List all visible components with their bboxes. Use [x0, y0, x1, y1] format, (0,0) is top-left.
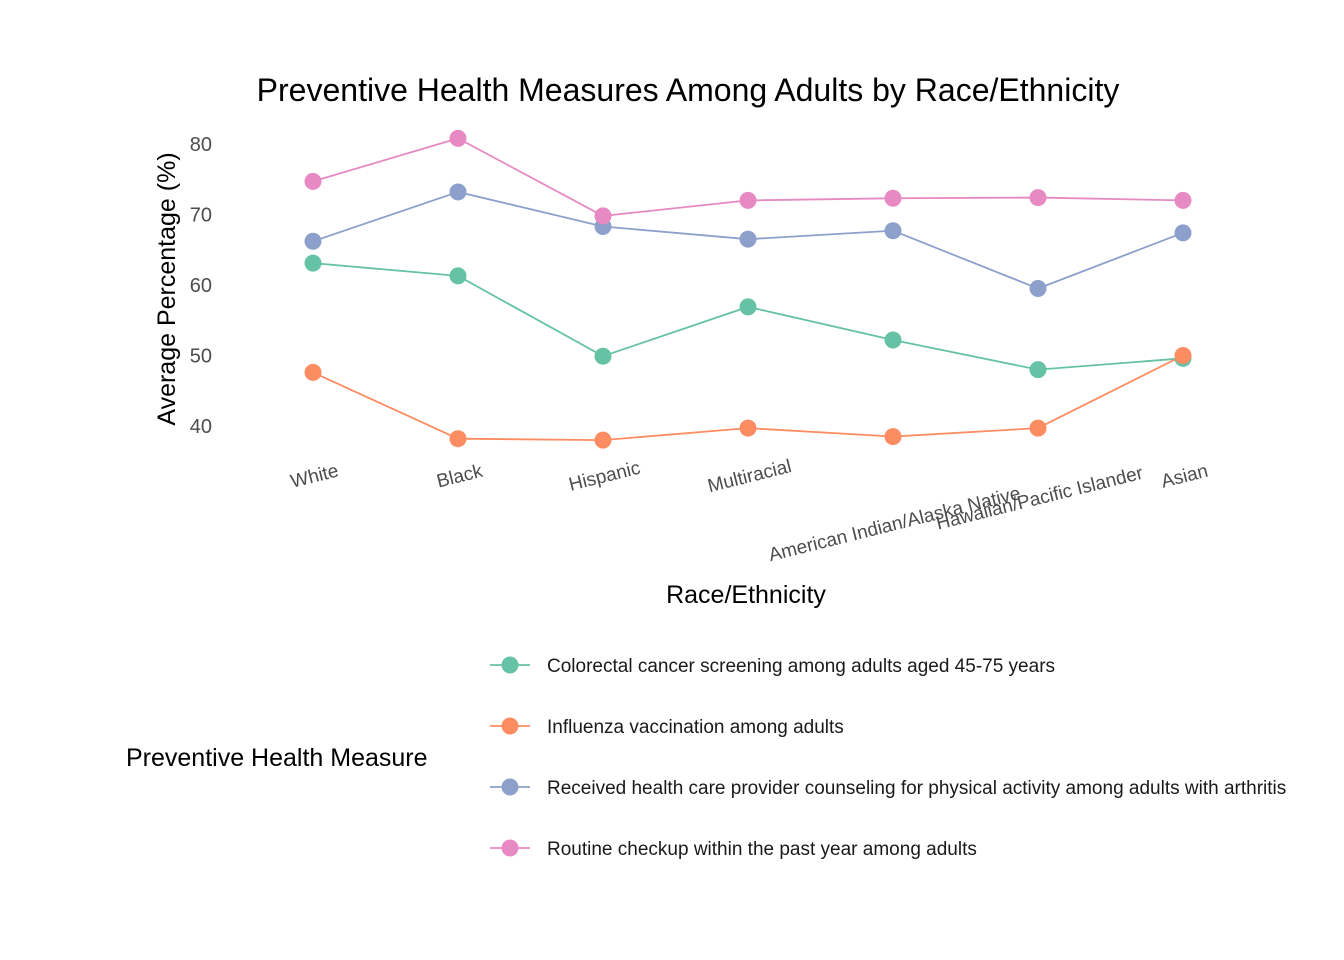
- data-point: [884, 222, 902, 240]
- y-tick-label: 60: [190, 275, 212, 297]
- y-tick-label: 70: [190, 205, 212, 227]
- data-point: [594, 431, 612, 449]
- legend-label: Influenza vaccination among adults: [547, 717, 844, 738]
- data-point: [884, 189, 902, 207]
- legend-item: Influenza vaccination among adults: [490, 717, 844, 738]
- data-point: [304, 232, 322, 250]
- data-point: [304, 254, 322, 272]
- x-tick-label: White: [289, 461, 341, 493]
- x-tick-label: Asian: [1159, 461, 1210, 493]
- series-line: [312, 262, 1184, 371]
- series-lines: [312, 137, 1184, 442]
- legend-key-point: [501, 717, 519, 735]
- y-axis-title: Average Percentage (%): [153, 152, 181, 425]
- data-point: [594, 207, 612, 225]
- y-tick-label: 80: [190, 134, 212, 156]
- x-axis-title: Race/Ethnicity: [666, 581, 826, 609]
- data-point: [884, 331, 902, 349]
- y-axis-ticks: 40 50 60 70 80: [190, 134, 212, 438]
- data-point: [1174, 191, 1192, 209]
- data-point: [1029, 361, 1047, 379]
- x-tick-label: Hispanic: [567, 458, 643, 496]
- data-point: [449, 129, 467, 147]
- x-tick-label: Multiracial: [706, 456, 794, 497]
- legend-key-point: [501, 778, 519, 796]
- data-point: [1174, 224, 1192, 242]
- data-point: [449, 267, 467, 285]
- legend-item: Received health care provider counseling…: [490, 778, 1286, 799]
- legend-label: Received health care provider counseling…: [547, 778, 1286, 799]
- data-point: [1029, 189, 1047, 207]
- data-point: [884, 428, 902, 446]
- data-point: [304, 172, 322, 190]
- legend-label: Routine checkup within the past year amo…: [547, 839, 977, 860]
- x-tick-label: Black: [435, 461, 486, 493]
- data-point: [1029, 419, 1047, 437]
- data-point: [739, 298, 757, 316]
- data-point: [449, 183, 467, 201]
- data-point: [594, 347, 612, 365]
- x-tick-label: American Indian/Alaska Native: [767, 483, 1023, 566]
- legend-label: Colorectal cancer screening among adults…: [547, 656, 1055, 677]
- data-point: [1029, 280, 1047, 298]
- y-tick-label: 50: [190, 346, 212, 368]
- data-point: [1174, 347, 1192, 364]
- legend-key-point: [501, 839, 519, 857]
- legend: Colorectal cancer screening among adults…: [490, 656, 1286, 860]
- data-point: [739, 191, 757, 209]
- legend-key-point: [501, 656, 519, 674]
- chart-title: Preventive Health Measures Among Adults …: [257, 72, 1120, 108]
- legend-item: Routine checkup within the past year amo…: [490, 839, 977, 860]
- data-point: [304, 363, 322, 381]
- data-point: [739, 419, 757, 437]
- data-point: [449, 430, 467, 448]
- series-points: [304, 129, 1192, 449]
- data-point: [739, 230, 757, 248]
- legend-title: Preventive Health Measure: [126, 744, 428, 772]
- legend-item: Colorectal cancer screening among adults…: [490, 656, 1055, 677]
- y-tick-label: 40: [190, 416, 212, 438]
